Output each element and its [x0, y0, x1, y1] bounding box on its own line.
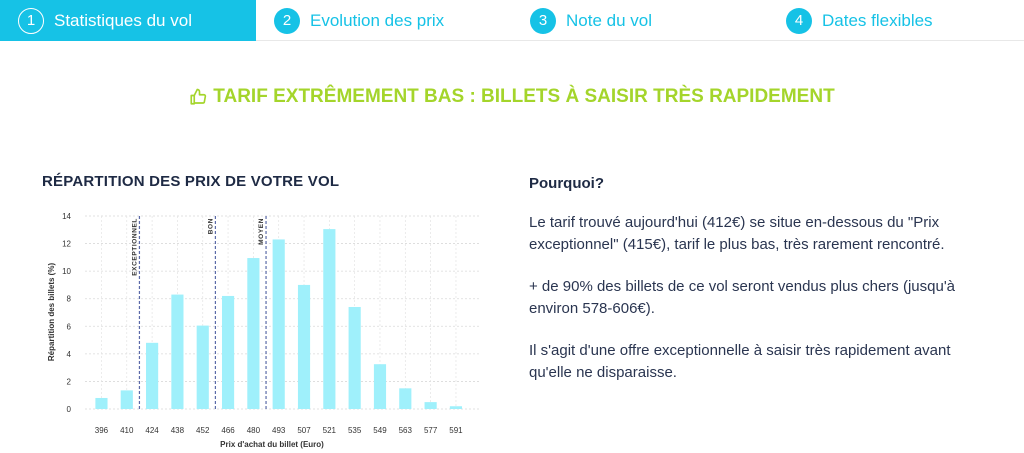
y-tick-label: 10	[62, 267, 71, 276]
explanation-heading: Pourquoi?	[529, 175, 604, 192]
reference-line-label: EXCEPTIONNEL	[131, 218, 138, 276]
x-tick-label: 424	[145, 426, 159, 435]
thumbs-up-icon	[190, 88, 207, 105]
tab-label: Evolution des prix	[310, 10, 445, 30]
x-tick-label: 452	[196, 426, 210, 435]
y-tick-label: 12	[62, 240, 71, 249]
tab-price-evolution[interactable]: 2 Evolution des prix	[256, 0, 512, 41]
explanation-paragraph: Il s'agit d'une offre exceptionnelle à s…	[529, 342, 951, 381]
x-tick-label: 535	[348, 426, 362, 435]
tab-flight-rating[interactable]: 3 Note du vol	[512, 0, 768, 41]
tab-number: 1	[18, 7, 44, 34]
tab-flexible-dates[interactable]: 4 Dates flexibles	[768, 0, 1024, 41]
x-tick-label: 410	[120, 426, 134, 435]
headline-text: TARIF EXTRÊMEMENT BAS : BILLETS À SAISIR…	[213, 86, 835, 107]
x-tick-label: 521	[323, 426, 337, 435]
bar	[272, 239, 285, 409]
x-tick-label: 493	[272, 426, 286, 435]
bar	[348, 306, 361, 409]
explanation-panel: Pourquoi? Le tarif trouvé aujourd'hui (4…	[529, 173, 989, 404]
tab-label: Statistiques du vol	[54, 10, 192, 30]
tab-label: Dates flexibles	[822, 10, 933, 30]
tab-number: 4	[786, 7, 812, 34]
x-tick-label: 438	[171, 426, 185, 435]
tab-number: 2	[274, 7, 300, 34]
bar	[120, 390, 133, 409]
bar	[146, 342, 159, 409]
reference-line-label: MOYEN	[258, 218, 265, 245]
bar	[221, 295, 235, 409]
x-tick-label: 563	[399, 426, 413, 435]
bar	[373, 364, 387, 409]
tab-label: Note du vol	[566, 10, 652, 30]
explanation-paragraph: + de 90% des billets de ce vol seront ve…	[529, 278, 956, 317]
bar	[297, 284, 311, 409]
fare-headline: TARIF EXTRÊMEMENT BAS : BILLETS À SAISIR…	[0, 86, 1024, 108]
x-tick-label: 549	[373, 426, 387, 435]
bar	[424, 402, 437, 409]
x-tick-label: 480	[247, 426, 261, 435]
x-tick-label: 396	[95, 426, 109, 435]
reference-line-label: BON	[207, 218, 214, 234]
x-tick-label: 507	[297, 426, 311, 435]
bar	[95, 397, 108, 409]
bar	[449, 406, 463, 409]
bar	[171, 294, 184, 409]
bar	[196, 325, 209, 409]
x-tick-label: 466	[221, 426, 235, 435]
y-tick-label: 4	[67, 350, 72, 359]
x-tick-label: 577	[424, 426, 438, 435]
price-distribution-chart: 0 2 4 6 8 10 12 14 EXCEPTIONNEL BON MOYEN 396 410 424…	[47, 212, 480, 449]
chart-title: RÉPARTITION DES PRIX DE VOTRE VOL	[42, 173, 340, 190]
y-tick-label: 8	[67, 295, 72, 304]
x-tick-label: 591	[449, 426, 463, 435]
x-axis-label: Prix d'achat du billet (Euro)	[220, 440, 324, 449]
y-axis-label: Répartition des billets (%)	[47, 263, 56, 362]
y-tick-label: 6	[67, 322, 72, 331]
y-tick-label: 0	[67, 405, 72, 414]
explanation-paragraph: Le tarif trouvé aujourd'hui (412€) se si…	[529, 214, 945, 253]
y-tick-label: 14	[62, 212, 71, 221]
bar	[323, 229, 336, 409]
tab-flight-stats[interactable]: 1 Statistiques du vol	[0, 0, 256, 41]
bar	[247, 258, 260, 409]
bar	[399, 388, 412, 409]
tab-bar: 1 Statistiques du vol 2 Evolution des pr…	[0, 0, 1024, 41]
y-tick-label: 2	[67, 377, 72, 386]
tab-number: 3	[530, 7, 556, 34]
